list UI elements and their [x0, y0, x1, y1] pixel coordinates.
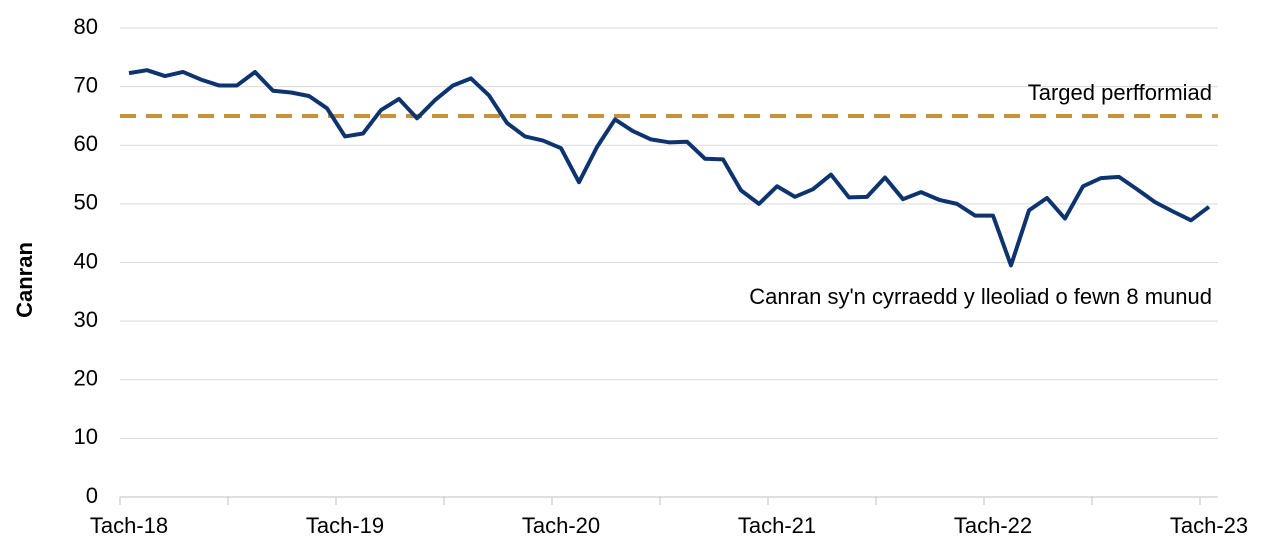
series-label: Canran sy'n cyrraedd y lleoliad o fewn 8…: [749, 284, 1212, 309]
x-tick-label: Tach-19: [306, 513, 384, 538]
y-tick-label: 30: [74, 307, 98, 332]
y-tick-label: 60: [74, 131, 98, 156]
target-label: Targed perfformiad: [1028, 80, 1212, 105]
y-tick-label: 10: [74, 424, 98, 449]
y-tick-label: 40: [74, 248, 98, 273]
y-tick-label: 70: [74, 72, 98, 97]
x-tick-label: Tach-23: [1170, 513, 1248, 538]
data-line: [128, 68, 1211, 268]
x-tick-label: Tach-21: [738, 513, 816, 538]
y-tick-label: 0: [86, 483, 98, 508]
y-tick-label: 50: [74, 190, 98, 215]
x-tick-label: Tach-18: [90, 513, 168, 538]
y-tick-label: 20: [74, 366, 98, 391]
x-tick-label: Tach-22: [954, 513, 1032, 538]
y-axis-label: Canran: [12, 242, 37, 318]
y-tick-label: 80: [74, 14, 98, 39]
x-tick-label: Tach-20: [522, 513, 600, 538]
